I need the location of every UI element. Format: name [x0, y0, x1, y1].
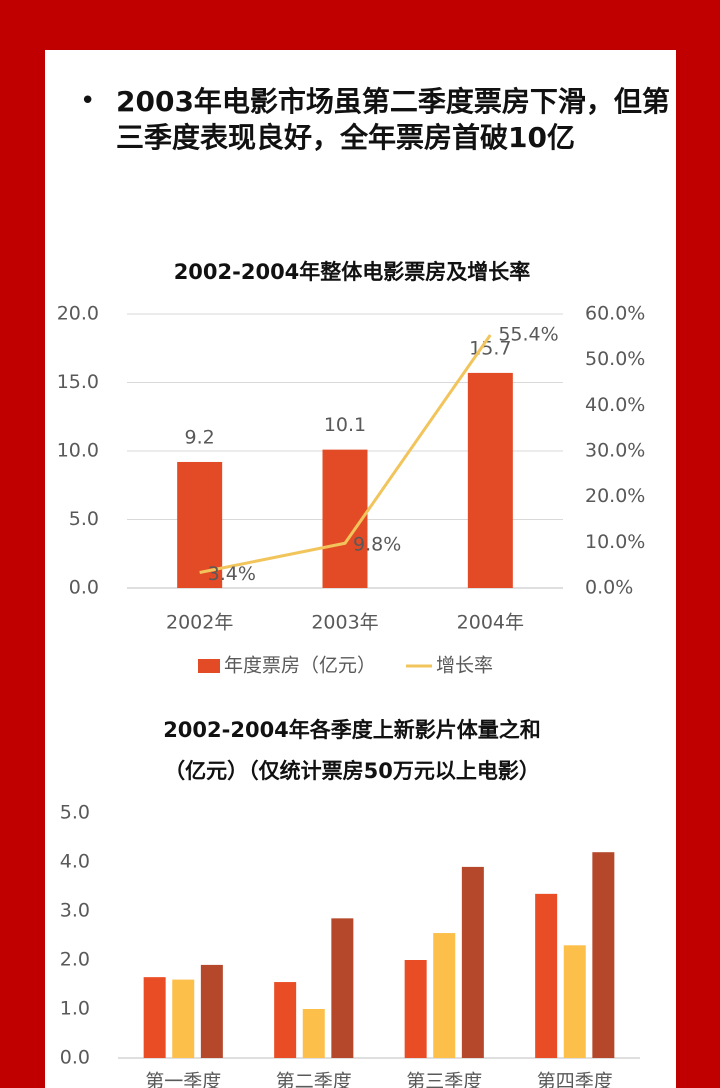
bar: [331, 918, 354, 1058]
y2-tick-label: 30.0%: [585, 440, 645, 462]
bar: [563, 945, 586, 1058]
legend-label: 年度票房（亿元）: [224, 655, 376, 677]
y-tick-label: 1.0: [60, 998, 90, 1020]
bar: [172, 979, 195, 1058]
y-tick-label: 5.0: [60, 802, 90, 824]
y-tick-label: 3.0: [60, 900, 90, 922]
y-tick-label: 10.0: [57, 440, 99, 462]
x-tick-label: 2003年: [311, 612, 378, 634]
headline: 2003年电影市场虽第二季度票房下滑，但第三季度表现良好，全年票房首破10亿: [116, 85, 670, 154]
data-label: 55.4%: [498, 324, 558, 346]
bar: [433, 933, 456, 1058]
bar: [535, 893, 558, 1058]
bar: [177, 461, 223, 588]
x-tick-label: 第四季度: [537, 1071, 613, 1088]
bar: [322, 449, 368, 588]
x-tick-label: 2004年: [457, 612, 524, 634]
data-label: 9.8%: [353, 534, 401, 556]
y-tick-label: 15.0: [57, 371, 99, 393]
x-tick-label: 第一季度: [145, 1071, 221, 1088]
bar: [461, 866, 484, 1058]
bar: [404, 960, 427, 1058]
data-label: 10.1: [324, 414, 366, 436]
x-tick-label: 第二季度: [276, 1071, 352, 1088]
chart-title: 2002-2004年各季度上新影片体量之和: [163, 718, 541, 742]
bar: [274, 982, 297, 1058]
y2-tick-label: 60.0%: [585, 303, 645, 325]
y-tick-label: 5.0: [69, 508, 99, 530]
y-tick-label: 20.0: [57, 303, 99, 325]
y-tick-label: 0.0: [60, 1047, 90, 1069]
x-tick-label: 2002年: [166, 612, 233, 634]
bar: [200, 964, 223, 1058]
legend-swatch: [198, 659, 220, 673]
y2-tick-label: 40.0%: [585, 394, 645, 416]
data-label: 15.7: [469, 337, 511, 359]
bar: [143, 977, 166, 1058]
y-tick-label: 4.0: [60, 851, 90, 873]
bar: [467, 372, 513, 588]
y-tick-label: 0.0: [69, 577, 99, 599]
line: [199, 334, 492, 574]
legend-label: 增长率: [436, 655, 493, 677]
bar: [302, 1009, 325, 1058]
y2-tick-label: 50.0%: [585, 348, 645, 370]
data-label: 3.4%: [208, 563, 256, 585]
chart-title: 2002-2004年整体电影票房及增长率: [174, 260, 531, 284]
y2-tick-label: 10.0%: [585, 531, 645, 553]
y2-tick-label: 0.0%: [585, 577, 633, 599]
x-tick-label: 第三季度: [406, 1071, 482, 1088]
y-tick-label: 2.0: [60, 949, 90, 971]
bar: [592, 852, 615, 1058]
y2-tick-label: 20.0%: [585, 485, 645, 507]
data-label: 9.2: [185, 426, 215, 448]
chart-subtitle: （亿元）（仅统计票房50万元以上电影）: [164, 759, 540, 783]
bullet: •: [80, 86, 96, 116]
